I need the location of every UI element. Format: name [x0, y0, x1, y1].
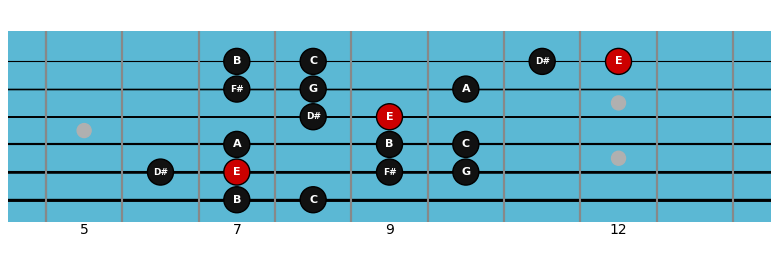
Text: A: A [461, 84, 471, 94]
Ellipse shape [376, 159, 403, 185]
Text: D#: D# [153, 168, 168, 176]
Ellipse shape [376, 104, 403, 130]
Text: D#: D# [305, 112, 321, 121]
Ellipse shape [147, 159, 174, 185]
Text: 9: 9 [385, 223, 394, 237]
Text: C: C [309, 57, 317, 66]
Text: A: A [232, 139, 241, 149]
Text: B: B [233, 195, 241, 205]
Text: 7: 7 [232, 223, 241, 237]
Ellipse shape [612, 96, 626, 110]
Ellipse shape [224, 131, 250, 157]
Ellipse shape [77, 124, 91, 138]
Text: E: E [233, 167, 241, 177]
Text: G: G [308, 84, 318, 94]
Ellipse shape [300, 187, 326, 213]
Ellipse shape [612, 151, 626, 165]
Ellipse shape [453, 76, 479, 102]
Text: F#: F# [382, 168, 397, 176]
Text: G: G [461, 167, 471, 177]
Text: 5: 5 [79, 223, 89, 237]
Text: F#: F# [230, 85, 244, 94]
Text: C: C [462, 139, 470, 149]
Text: B: B [386, 139, 393, 149]
Ellipse shape [376, 131, 403, 157]
Ellipse shape [300, 49, 326, 74]
Text: D#: D# [534, 57, 550, 66]
Ellipse shape [224, 159, 250, 185]
Ellipse shape [224, 49, 250, 74]
Text: C: C [309, 195, 317, 205]
Ellipse shape [224, 187, 250, 213]
Text: 12: 12 [610, 223, 627, 237]
Ellipse shape [529, 49, 555, 74]
Ellipse shape [224, 76, 250, 102]
Ellipse shape [453, 159, 479, 185]
Text: E: E [615, 57, 622, 66]
Ellipse shape [300, 104, 326, 130]
Ellipse shape [453, 131, 479, 157]
Text: B: B [233, 57, 241, 66]
Text: E: E [386, 112, 393, 122]
Ellipse shape [605, 49, 632, 74]
Ellipse shape [300, 76, 326, 102]
